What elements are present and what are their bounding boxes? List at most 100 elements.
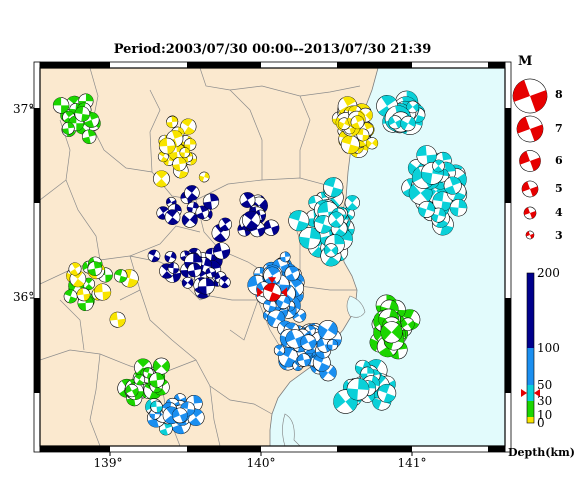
event-mechanism xyxy=(346,377,370,401)
event-mechanism xyxy=(284,265,300,282)
event-ball-quadrant xyxy=(408,161,426,175)
event-mechanism xyxy=(94,283,112,301)
depth-colorbar xyxy=(521,272,540,424)
event-mechanism xyxy=(288,210,310,232)
frame-band-left xyxy=(33,61,41,453)
event-ball-quadrant xyxy=(143,367,154,379)
event-mechanism xyxy=(164,251,177,263)
frame-bar-top xyxy=(187,62,261,68)
event-ball-quadrant xyxy=(69,262,81,276)
main-event-mechanism xyxy=(262,282,282,302)
event-ball-quadrant xyxy=(366,138,378,148)
depth-band xyxy=(527,417,534,423)
main-event-marker-left xyxy=(257,287,264,298)
event-ball-quadrant xyxy=(180,401,195,416)
event-ball-quadrant xyxy=(180,250,191,262)
boundary-line xyxy=(40,179,67,201)
event-ball-quadrant xyxy=(416,145,437,166)
event-ball-quadrant xyxy=(149,372,165,388)
boundary-line xyxy=(229,299,259,341)
event-mechanism xyxy=(149,372,165,388)
depth-label-10: 10 xyxy=(537,408,553,422)
event-mechanism xyxy=(172,407,188,424)
event-ball-quadrant xyxy=(409,184,433,202)
event-ball-quadrant xyxy=(74,106,90,122)
event-ball-quadrant xyxy=(220,276,229,288)
depth-marker-left xyxy=(521,389,527,397)
magnitude-legend-ball xyxy=(521,180,539,198)
depth-label-50: 50 xyxy=(537,378,553,392)
event-mechanism xyxy=(241,210,261,230)
event-mechanism xyxy=(167,262,180,274)
event-ball-quadrant xyxy=(84,278,94,290)
event-ball-quadrant xyxy=(400,116,416,131)
event-mechanism xyxy=(337,117,351,130)
magnitude-legend-ball xyxy=(523,206,537,220)
event-ball-quadrant xyxy=(148,249,160,262)
event-ball-quadrant xyxy=(276,295,290,309)
event-ball-quadrant xyxy=(280,251,291,262)
event-ball-quadrant xyxy=(63,111,74,124)
frame-bar-top xyxy=(488,62,505,68)
event-mechanism xyxy=(150,400,163,413)
event-mechanism xyxy=(263,266,282,285)
event-mechanism xyxy=(153,170,170,188)
event-ball-quadrant xyxy=(157,206,169,220)
event-ball-quadrant xyxy=(159,422,173,436)
event-mechanism xyxy=(76,287,91,302)
event-ball-quadrant xyxy=(64,289,77,303)
event-ball-quadrant xyxy=(166,209,179,225)
event-mechanism xyxy=(273,344,286,356)
event-ball-quadrant xyxy=(166,116,178,128)
event-ball-quadrant xyxy=(213,242,230,259)
event-mechanism xyxy=(418,200,436,218)
depth-label-100: 100 xyxy=(537,341,560,355)
boundary-line xyxy=(129,225,201,257)
event-ball-quadrant xyxy=(418,201,435,218)
frame-bar-right xyxy=(505,298,511,393)
frame-bar-left xyxy=(34,108,40,203)
event-ball-quadrant xyxy=(346,195,358,211)
event-mechanism xyxy=(340,135,360,154)
frame-band-right xyxy=(504,61,512,453)
event-ball-quadrant xyxy=(144,381,162,400)
event-mechanism xyxy=(406,100,420,114)
event-ball-quadrant xyxy=(150,400,163,413)
event-mechanism xyxy=(184,185,200,201)
event-mechanism xyxy=(317,320,338,340)
magnitude-legend-title: M xyxy=(518,54,533,69)
event-ball-quadrant xyxy=(168,143,186,161)
event-ball-quadrant xyxy=(199,172,210,182)
lon-label-141: 141° xyxy=(397,456,427,470)
event-mechanism xyxy=(164,209,181,226)
event-ball-quadrant xyxy=(205,268,216,278)
lat-label-37: 37° xyxy=(13,102,35,116)
event-ball-quadrant xyxy=(299,227,321,249)
event-ball-quadrant xyxy=(68,115,84,131)
event-mechanism xyxy=(263,298,277,313)
event-mechanism xyxy=(380,321,403,344)
event-ball-quadrant xyxy=(339,96,356,116)
event-mechanism xyxy=(87,261,103,276)
event-ball-quadrant xyxy=(297,353,311,367)
event-mechanism xyxy=(350,115,365,130)
frame-bar-bottom xyxy=(337,446,412,452)
event-ball-quadrant xyxy=(168,262,179,274)
event-ball-quadrant xyxy=(432,191,452,211)
frame-bar-bottom xyxy=(40,446,110,452)
event-mechanism xyxy=(218,217,233,232)
event-ball-quadrant xyxy=(285,330,305,348)
magnitude-legend-ball xyxy=(525,230,535,240)
magnitude-label-3: 3 xyxy=(555,229,563,242)
event-mechanism xyxy=(326,339,339,351)
event-ball-quadrant xyxy=(275,344,284,356)
event-ball-quadrant xyxy=(158,151,168,162)
event-mechanism xyxy=(377,383,397,403)
event-mechanism xyxy=(297,353,311,367)
event-mechanism xyxy=(74,106,91,122)
boundary-line xyxy=(209,385,221,446)
event-ball-quadrant xyxy=(187,201,199,214)
event-ball-quadrant xyxy=(267,310,285,327)
event-ball-quadrant xyxy=(272,259,289,275)
map-area xyxy=(40,68,505,446)
